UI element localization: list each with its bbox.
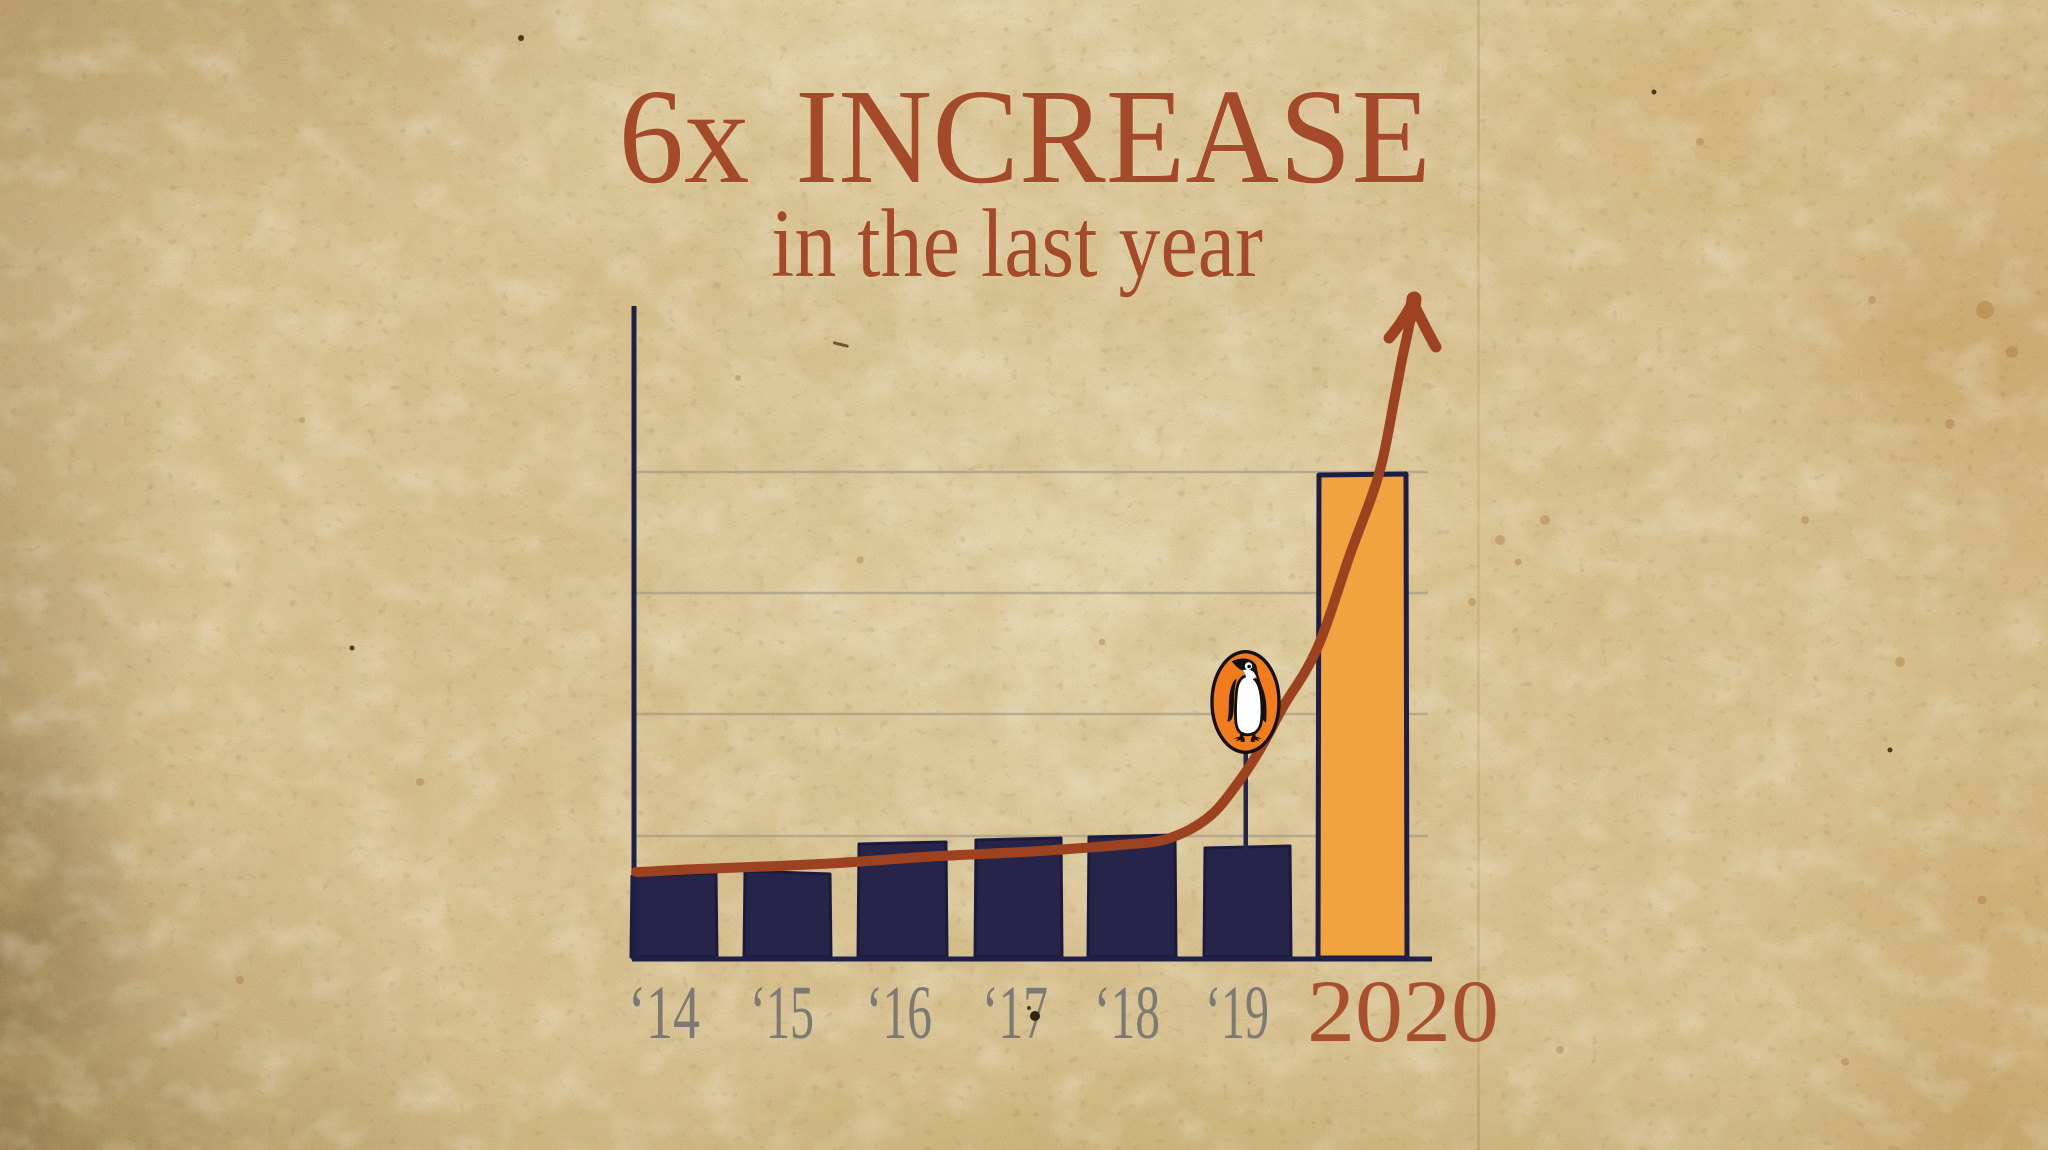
svg-text:INCREASE: INCREASE	[795, 62, 1431, 212]
svg-text:‘18: ‘18	[1094, 971, 1160, 1055]
svg-text:in the last year: in the last year	[771, 190, 1263, 297]
svg-text:6x: 6x	[619, 62, 750, 212]
svg-text:‘16: ‘16	[866, 971, 932, 1055]
svg-text:2020: 2020	[1307, 963, 1499, 1061]
svg-text:‘14: ‘14	[628, 971, 700, 1055]
svg-text:‘15: ‘15	[750, 971, 814, 1055]
svg-text:‘19: ‘19	[1205, 971, 1269, 1055]
